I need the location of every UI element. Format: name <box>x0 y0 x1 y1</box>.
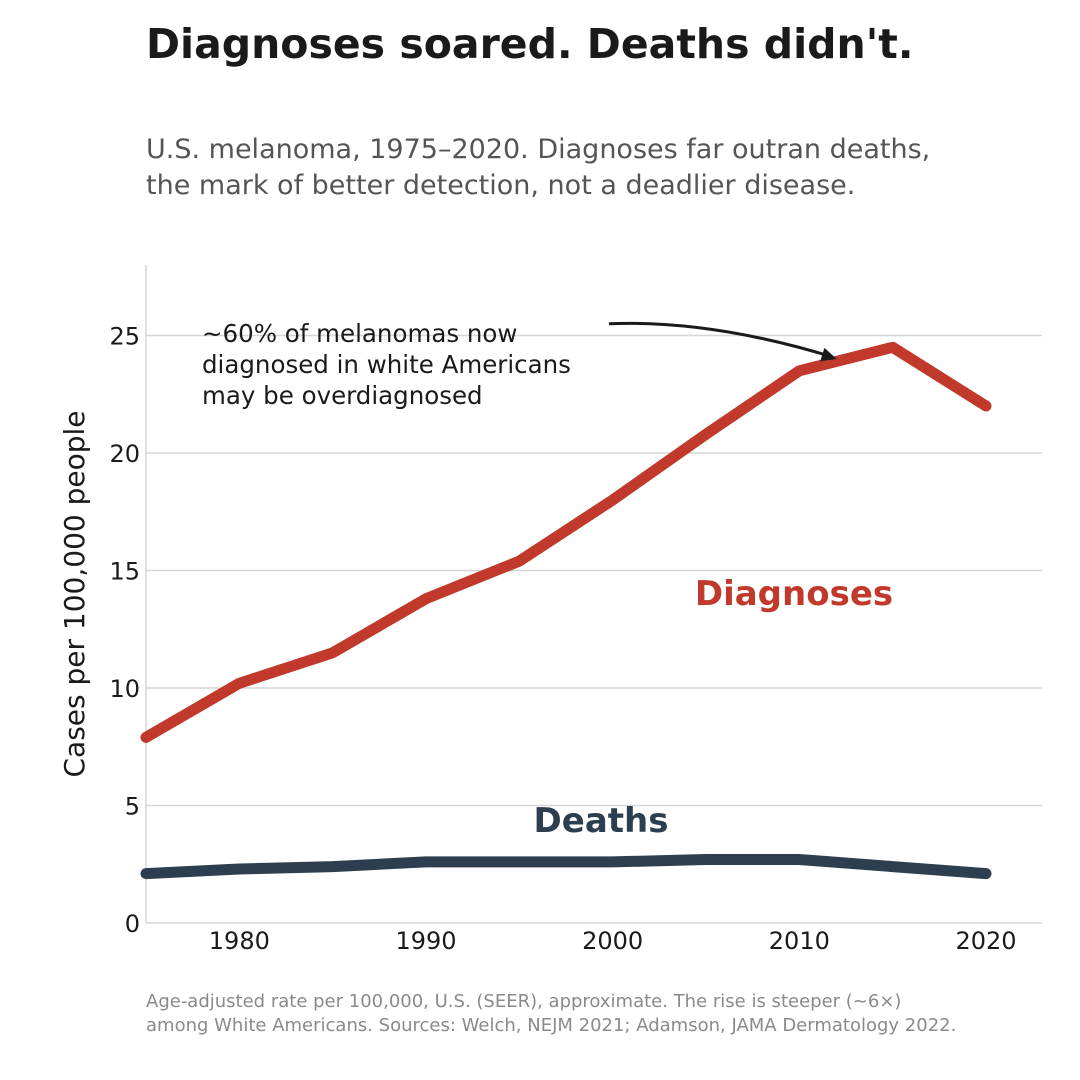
series-line-deaths <box>140 854 992 880</box>
page-title: Diagnoses soared. Deaths didn't. <box>146 20 914 68</box>
y-tick-label: 5 <box>125 793 140 821</box>
footnote: Age-adjusted rate per 100,000, U.S. (SEE… <box>146 990 1056 1038</box>
y-tick-label: 20 <box>109 440 140 468</box>
series-label-diagnoses: Diagnoses <box>695 574 893 614</box>
y-axis-label: Cases per 100,000 people <box>58 410 91 777</box>
annotation-line: may be overdiagnosed <box>202 381 483 410</box>
x-tick-label: 2000 <box>582 927 643 955</box>
y-tick-label: 15 <box>109 558 140 586</box>
subtitle: U.S. melanoma, 1975–2020. Diagnoses far … <box>146 132 1046 204</box>
x-tick-label: 2010 <box>769 927 830 955</box>
grid-lines <box>146 334 1042 807</box>
series-line-diagnoses <box>140 341 992 743</box>
y-tick-label: 10 <box>109 675 140 703</box>
footnote-line: among White Americans. Sources: Welch, N… <box>146 1015 957 1036</box>
annotation: ~60% of melanomas now diagnosed in white… <box>202 319 837 410</box>
annotation-line: ~60% of melanomas now <box>202 319 517 348</box>
x-tick-label: 1980 <box>209 927 270 955</box>
series-label-deaths: Deaths <box>534 801 669 841</box>
x-tick-label: 2020 <box>955 927 1016 955</box>
subtitle-line: the mark of better detection, not a dead… <box>146 170 856 201</box>
annotation-arrow <box>608 321 834 359</box>
y-tick-labels: 0 5 10 15 20 25 <box>109 323 140 939</box>
y-tick-label: 0 <box>125 910 140 938</box>
series-lines <box>140 341 992 880</box>
x-tick-label: 1990 <box>395 927 456 955</box>
y-tick-label: 25 <box>109 323 140 351</box>
annotation-arrowhead <box>820 347 837 362</box>
x-tick-labels: 1980 1990 2000 2010 2020 <box>209 927 1017 955</box>
footnote-line: Age-adjusted rate per 100,000, U.S. (SEE… <box>146 991 902 1012</box>
subtitle-line: U.S. melanoma, 1975–2020. Diagnoses far … <box>146 134 931 165</box>
annotation-line: diagnosed in white Americans <box>202 350 571 379</box>
